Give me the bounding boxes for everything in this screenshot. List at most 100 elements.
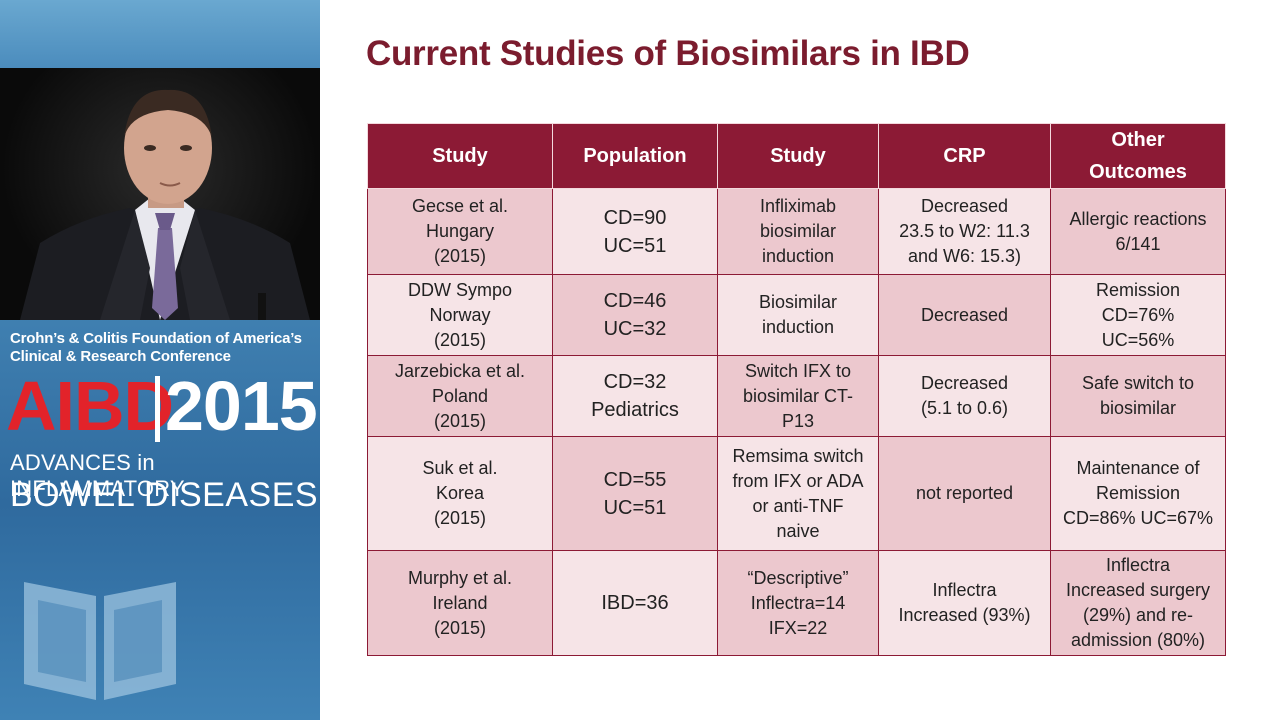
conference-subtitle: BOWEL DISEASES — [10, 476, 319, 514]
cell-line: Pediatrics — [591, 399, 679, 421]
cell-line: CD=46 — [603, 290, 667, 312]
cell-line: (2015) — [433, 508, 487, 528]
cell-line: Increased surgery — [1065, 580, 1211, 600]
cell-line: P13 — [781, 410, 815, 431]
cell-population: CD=55 UC=51 — [552, 436, 718, 551]
cell-line: Poland — [431, 385, 489, 406]
cell-line: CD=55 — [603, 468, 667, 491]
cell-line: biosimilar — [759, 221, 837, 241]
speaker-image — [20, 89, 310, 320]
cell-line: (2015) — [433, 246, 487, 266]
cell-outcomes: Inflectra Increased surgery (29%) and re… — [1050, 550, 1226, 656]
cell-line: Remission — [1095, 483, 1181, 503]
cell-line: or anti-TNF — [752, 495, 844, 516]
cell-crp: not reported — [878, 436, 1051, 551]
cell-line: Remsima switch — [732, 445, 864, 466]
cell-design: Remsima switch from IFX or ADA or anti-T… — [717, 436, 879, 551]
cell-line: Inflectra — [1105, 555, 1171, 575]
cell-line: (2015) — [433, 617, 487, 638]
cell-line: not reported — [915, 483, 1014, 503]
cell-line: induction — [761, 246, 835, 266]
header-other-outcomes: Other Outcomes — [1050, 123, 1226, 189]
cell-line: Decreased — [920, 304, 1009, 325]
cell-line: Biosimilar — [758, 292, 837, 312]
cell-line: “Descriptive” — [747, 567, 849, 588]
logo-divider — [155, 376, 160, 442]
cell-line: Ireland — [432, 592, 488, 613]
cell-line: Inflectra — [932, 580, 997, 600]
cell-population: CD=32 Pediatrics — [552, 355, 718, 437]
cell-line: Maintenance of — [1076, 458, 1200, 478]
aibd-logo-text: AIBD — [6, 367, 174, 445]
cell-line: biosimilar — [1099, 398, 1177, 418]
cell-line: UC=32 — [603, 318, 667, 340]
cell-line: from IFX or ADA — [732, 470, 864, 491]
cell-crp: Decreased (5.1 to 0.6) — [878, 355, 1051, 437]
cell-line: Murphy et al. — [407, 567, 513, 588]
cell-design: “Descriptive” Inflectra=14 IFX=22 — [717, 550, 879, 656]
table-row: Suk et al. Korea (2015) CD=55 UC=51 Rems… — [367, 436, 1226, 551]
book-logo-icon — [24, 582, 176, 700]
cell-line: Safe switch to — [1081, 373, 1195, 393]
speaker-video — [0, 68, 320, 320]
table-row: Gecse et al. Hungary (2015) CD=90 UC=51 … — [367, 188, 1226, 275]
cell-line: biosimilar CT- — [742, 385, 853, 406]
cell-crp: Decreased — [878, 274, 1051, 356]
cell-line: Switch IFX to — [744, 360, 852, 381]
table-row: Jarzebicka et al. Poland (2015) CD=32 Pe… — [367, 355, 1226, 437]
cell-outcomes: Maintenance of Remission CD=86% UC=67% — [1050, 436, 1226, 551]
cell-line: (5.1 to 0.6) — [920, 398, 1009, 418]
cell-line: 23.5 to W2: 11.3 — [899, 221, 1030, 241]
header-other-outcomes-line1: Other — [1111, 129, 1165, 151]
cell-line: CD=76% — [1101, 304, 1175, 325]
cell-crp: Inflectra Increased (93%) — [878, 550, 1051, 656]
cell-line: UC=51 — [603, 496, 667, 519]
cell-line: Inflectra=14 — [750, 592, 846, 613]
table-row: Murphy et al. Ireland (2015) IBD=36 “Des… — [367, 550, 1226, 656]
cell-population: CD=46 UC=32 — [552, 274, 718, 356]
cell-line: Allergic reactions — [1069, 208, 1207, 229]
cell-line: naive — [776, 520, 820, 541]
cell-design: Infliximab biosimilar induction — [717, 188, 879, 275]
cell-line: DDW Sympo — [407, 279, 512, 300]
side-top-strip — [0, 0, 320, 68]
cell-line: UC=51 — [603, 234, 667, 257]
org-name-line1: Crohn’s & Colitis Foundation of America’… — [10, 330, 302, 347]
cell-outcomes: Safe switch to biosimilar — [1050, 355, 1226, 437]
cell-line: Korea — [435, 483, 485, 503]
header-population: Population — [552, 123, 718, 189]
cell-line: CD=86% UC=67% — [1062, 508, 1214, 528]
cell-line: induction — [761, 317, 835, 337]
cell-line: Infliximab — [759, 196, 837, 216]
cell-line: UC=56% — [1101, 329, 1175, 350]
slide: Current Studies of Biosimilars in IBD St… — [320, 0, 1280, 720]
cell-line: Gecse et al. — [411, 196, 509, 216]
header-crp: CRP — [878, 123, 1051, 189]
cell-population: CD=90 UC=51 — [552, 188, 718, 275]
header-study-design: Study — [717, 123, 879, 189]
cell-line: Jarzebicka et al. — [394, 360, 526, 381]
cell-line: Norway — [429, 304, 491, 325]
cell-outcomes: Allergic reactions 6/141 — [1050, 188, 1226, 275]
org-name-line2: Clinical & Research Conference — [10, 348, 231, 365]
cell-line: Decreased — [920, 373, 1009, 393]
cell-line: Decreased — [920, 196, 1009, 216]
cell-line: and W6: 15.3) — [907, 246, 1022, 266]
cell-study: Suk et al. Korea (2015) — [367, 436, 553, 551]
cell-line: Suk et al. — [422, 458, 498, 478]
cell-study: Gecse et al. Hungary (2015) — [367, 188, 553, 275]
cell-line: (2015) — [433, 329, 487, 350]
cell-line: (29%) and re- — [1082, 605, 1194, 625]
cell-line: CD=32 — [603, 371, 667, 393]
cell-line: Hungary — [425, 221, 495, 241]
cell-outcomes: Remission CD=76% UC=56% — [1050, 274, 1226, 356]
cell-line: 6/141 — [1115, 233, 1161, 254]
slide-title: Current Studies of Biosimilars in IBD — [366, 34, 970, 73]
cell-line: Remission — [1095, 279, 1181, 300]
cell-study: Jarzebicka et al. Poland (2015) — [367, 355, 553, 437]
cell-design: Switch IFX to biosimilar CT- P13 — [717, 355, 879, 437]
header-other-outcomes-line2: Outcomes — [1089, 161, 1187, 183]
conference-side-panel: Crohn’s & Colitis Foundation of America’… — [0, 0, 320, 720]
cell-line: (2015) — [433, 410, 487, 431]
cell-crp: Decreased 23.5 to W2: 11.3 and W6: 15.3) — [878, 188, 1051, 275]
